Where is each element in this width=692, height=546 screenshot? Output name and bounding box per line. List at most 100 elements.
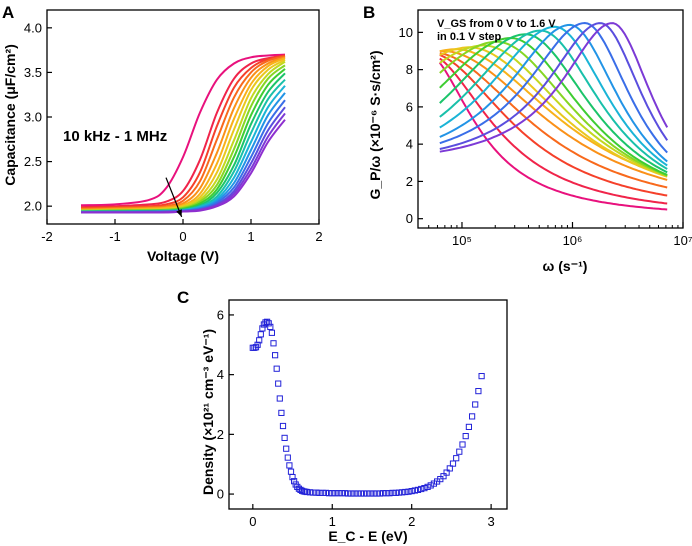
panel-b-series-line xyxy=(439,22,669,150)
panel-b-xlabel: ω (s⁻¹) xyxy=(543,258,588,274)
panel-c-point xyxy=(373,490,380,497)
panel-label-b: B xyxy=(363,3,375,22)
panel-b-ytick-label: 10 xyxy=(399,25,413,40)
panel-a-xtick-label: -1 xyxy=(109,229,121,244)
panel-c-point xyxy=(332,490,339,497)
panel-c-points xyxy=(249,318,485,497)
panel-b-series-line xyxy=(439,46,668,178)
panel-c-point xyxy=(376,490,383,497)
panel-c-point xyxy=(259,325,266,332)
panel-c-xlabel: E_C - E (eV) xyxy=(328,528,407,544)
panel-c-point xyxy=(322,489,329,496)
panel-c-point xyxy=(268,329,275,336)
panel-c-point xyxy=(326,490,333,497)
panel-label-c: C xyxy=(177,288,189,307)
panel-b-series-line xyxy=(439,57,668,205)
panel-c-point xyxy=(313,489,320,496)
panel-c-point xyxy=(275,380,282,387)
panel-c-point xyxy=(475,388,482,395)
panel-b-axes: 10⁵ 10⁶ 10⁷ 0 2 4 6 8 10 xyxy=(399,9,692,248)
panel-c-point xyxy=(291,478,298,485)
panel-b-series-line xyxy=(439,29,668,170)
panel-b-plot-frame xyxy=(417,9,684,229)
panel-a-ytick-label: 3.0 xyxy=(24,110,42,125)
panel-b-series-line xyxy=(439,52,668,189)
panel-b-series-line xyxy=(439,40,668,177)
panel-c-xtick-label: 0 xyxy=(249,514,256,529)
panel-b-series-line xyxy=(439,50,668,181)
panel-c-point xyxy=(380,490,387,497)
panel-c-point xyxy=(348,490,355,497)
panel-a-xtick-label: 2 xyxy=(315,229,322,244)
panel-c-point xyxy=(338,490,345,497)
panel-b-series-line xyxy=(439,21,668,154)
panel-c-point xyxy=(408,488,415,495)
panel-c-point xyxy=(303,488,310,496)
panel-c-point xyxy=(276,395,283,402)
panel-b-ytick-label: 8 xyxy=(406,62,413,77)
panel-c-point xyxy=(469,413,476,420)
panel-b-series-line xyxy=(439,25,668,167)
panel-c-point xyxy=(443,469,450,476)
panel-b-ytick-label: 6 xyxy=(406,99,413,114)
panel-c-point xyxy=(465,423,472,430)
panel-c-ytick-label: 0 xyxy=(217,487,224,502)
panel-a-xtick-label: 0 xyxy=(179,229,186,244)
panel-b-annotation-line1: V_GS from 0 V to 1.6 V xyxy=(437,18,556,30)
panel-c-point xyxy=(284,454,291,461)
panel-c-point xyxy=(254,341,261,348)
panel-c-point xyxy=(264,318,271,325)
panel-c-point xyxy=(345,490,352,497)
panel-a: A 10 kHz - 1 MHz -2 -1 0 1 22.02.53.03.54.0 … xyxy=(2,3,323,264)
panel-c-point xyxy=(286,462,293,469)
panel-c-ytick-label: 6 xyxy=(217,307,224,322)
panel-c-point xyxy=(267,323,274,330)
panel-c-point xyxy=(424,483,431,490)
panel-c-point xyxy=(262,319,269,326)
panel-a-ytick-label: 4.0 xyxy=(24,20,42,35)
panel-c-point xyxy=(411,487,418,494)
panel-c-point xyxy=(310,489,317,496)
panel-c-point xyxy=(370,490,377,497)
panel-c-point xyxy=(335,490,342,497)
panel-c-point xyxy=(270,340,277,347)
panel-b-series-line xyxy=(439,23,668,163)
panel-c-point xyxy=(319,489,326,496)
panel-c-point xyxy=(364,490,371,497)
panel-c-point xyxy=(386,490,393,497)
panel-c-point xyxy=(440,473,447,480)
panel-a-series-line xyxy=(80,54,286,209)
panel-c-xtick-label: 3 xyxy=(487,514,494,529)
panel-a-series-line xyxy=(80,53,286,207)
panel-c-xtick-label: 2 xyxy=(408,514,415,529)
panel-b-series-line xyxy=(439,54,668,197)
panel-c-point xyxy=(427,482,434,489)
panel-c-point xyxy=(405,488,412,495)
panel-label-a: A xyxy=(2,3,14,22)
panel-c-point xyxy=(265,320,272,327)
panel-b-xtick-label: 10⁶ xyxy=(563,233,583,248)
panel-c-point xyxy=(446,465,453,472)
panel-b-ytick-label: 0 xyxy=(406,211,413,226)
panel-b-annotation-line2: in 0.1 V step xyxy=(437,31,501,43)
panel-c-point xyxy=(392,489,399,496)
panel-c-point xyxy=(449,460,457,467)
panel-a-series-line xyxy=(80,119,286,214)
panel-c-point xyxy=(354,490,361,497)
panel-c-point xyxy=(273,365,280,372)
panel-a-series-line xyxy=(80,92,286,214)
panel-c-xtick-label: 1 xyxy=(329,514,336,529)
panel-c-point xyxy=(281,434,288,441)
panel-b-ytick-label: 2 xyxy=(406,174,413,189)
panel-c-point xyxy=(389,489,396,496)
panel-c-plot-frame xyxy=(228,299,508,510)
panel-c-point xyxy=(414,486,422,493)
panel-c-point xyxy=(316,489,323,496)
panel-c-point xyxy=(418,485,425,493)
panel-c-point xyxy=(459,441,466,448)
panel-c-ytick-label: 2 xyxy=(217,427,224,442)
panel-c-point xyxy=(289,474,296,481)
panel-a-axes: -2 -1 0 1 2 2.0 2.5 3.0 3.5 4.0 xyxy=(24,9,323,244)
panel-c-point xyxy=(367,490,374,497)
panel-a-annotation: 10 kHz - 1 MHz xyxy=(63,128,167,145)
